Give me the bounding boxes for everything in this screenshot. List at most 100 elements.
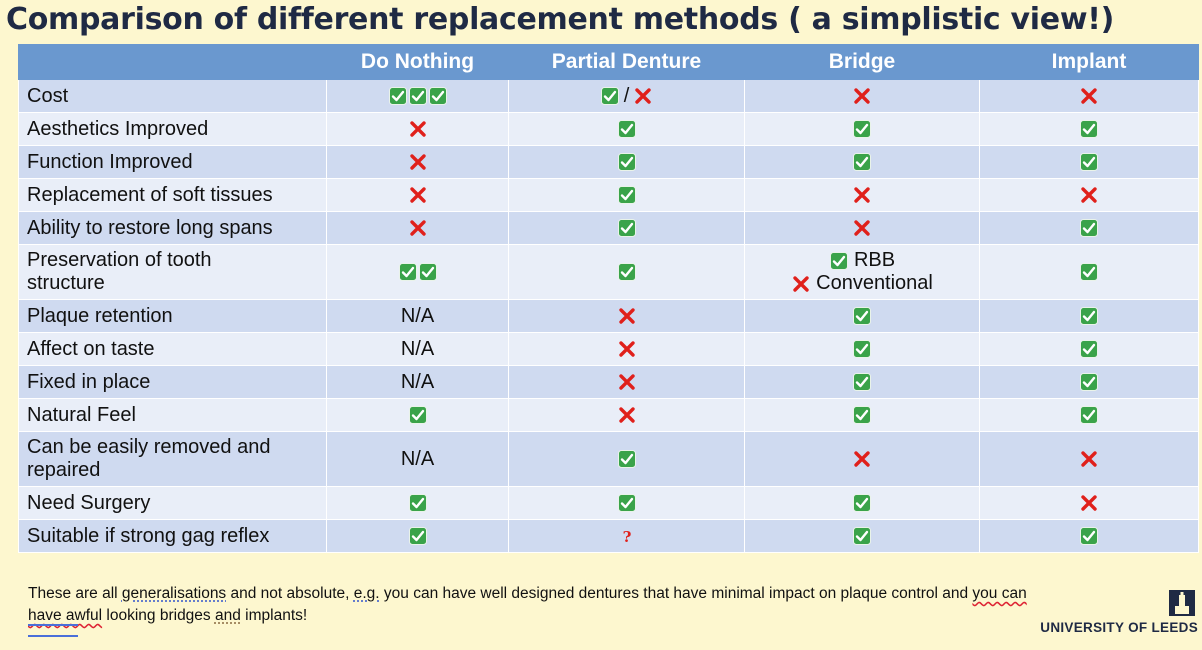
footnote-text: These are all	[28, 585, 122, 602]
table-row: Aesthetics Improved	[18, 112, 1199, 146]
red-x-icon	[1081, 88, 1097, 104]
cell-value	[753, 525, 971, 548]
table-cell	[979, 211, 1199, 245]
cell-value	[988, 448, 1190, 471]
cell-value	[988, 305, 1190, 328]
table-cell	[508, 398, 745, 432]
cell-value	[335, 118, 500, 141]
cell-value	[517, 404, 736, 427]
table-cell	[744, 178, 980, 212]
cell-text: N/A	[400, 304, 435, 327]
cell-value	[988, 404, 1190, 427]
green-check-icon	[617, 153, 636, 172]
table-header-row: Do Nothing Partial Denture Bridge Implan…	[18, 44, 1199, 80]
row-label: Natural Feel	[18, 398, 327, 432]
cell-value	[988, 261, 1190, 284]
table-cell	[326, 211, 509, 245]
green-check-icon	[829, 251, 848, 270]
table-cell	[508, 211, 745, 245]
table-cell	[979, 244, 1199, 300]
cell-text: N/A	[400, 370, 435, 393]
cell-text: N/A	[400, 447, 435, 470]
cell-value	[988, 151, 1190, 174]
table-cell	[979, 431, 1199, 487]
row-label: Fixed in place	[18, 365, 327, 399]
row-label: Plaque retention	[18, 299, 327, 333]
cell-value	[335, 217, 500, 240]
green-check-icon	[853, 494, 871, 513]
table-cell	[979, 519, 1199, 553]
table-cell	[744, 431, 980, 487]
footnote-text: and not absolute,	[226, 585, 354, 602]
red-x-icon	[854, 451, 870, 467]
table-cell	[744, 145, 980, 179]
green-check-icon	[1080, 263, 1098, 282]
green-check-icon	[398, 263, 417, 282]
header-bridge: Bridge	[744, 44, 980, 80]
table-cell	[326, 112, 509, 146]
row-label: Can be easily removed and repaired	[18, 431, 327, 487]
green-check-icon	[1080, 219, 1098, 238]
table-row: Affect on taste N/A	[18, 332, 1199, 366]
cell-value	[517, 305, 736, 328]
green-check-icon	[388, 87, 407, 106]
cell-value	[753, 151, 971, 174]
table-row: Can be easily removed and repaired N/A	[18, 431, 1199, 487]
table-cell	[744, 299, 980, 333]
header-do-nothing: Do Nothing	[326, 44, 509, 80]
table-cell	[979, 112, 1199, 146]
green-check-icon	[1080, 373, 1098, 392]
row-label: Preservation of tooth structure	[18, 244, 327, 300]
table-cell: /	[508, 79, 745, 113]
table-row: Fixed in place N/A	[18, 365, 1199, 399]
cell-value: N/A	[335, 448, 500, 471]
green-check-icon	[853, 406, 871, 425]
cell-value	[335, 184, 500, 207]
table-cell: N/A	[326, 332, 509, 366]
table-row: Natural Feel	[18, 398, 1199, 432]
green-check-icon	[428, 87, 447, 106]
green-check-icon	[1080, 406, 1098, 425]
table-row: Function Improved	[18, 145, 1199, 179]
green-check-icon	[853, 373, 871, 392]
table-cell	[744, 79, 980, 113]
table-row: Cost /	[18, 79, 1199, 113]
table-cell	[744, 332, 980, 366]
green-check-icon	[853, 120, 871, 139]
underline-decoration	[28, 624, 78, 637]
cell-text: N/A	[400, 337, 435, 360]
cell-value	[753, 118, 971, 141]
cell-value	[753, 448, 971, 471]
cell-value	[517, 184, 736, 207]
cell-value: N/A	[335, 371, 500, 394]
green-check-icon	[853, 307, 871, 326]
cell-value	[517, 371, 736, 394]
parkinson-tower-icon	[1169, 590, 1195, 616]
cell-value	[335, 404, 500, 427]
slash-separator: /	[623, 84, 630, 107]
cell-text: RBB	[853, 249, 896, 271]
cell-value	[988, 492, 1190, 515]
row-label: Function Improved	[18, 145, 327, 179]
table-cell	[508, 486, 745, 520]
header-empty	[18, 44, 327, 80]
green-check-icon	[617, 263, 636, 282]
red-x-icon	[1081, 495, 1097, 511]
cell-value	[988, 525, 1190, 548]
row-label: Cost	[18, 79, 327, 113]
cell-value: N/A	[335, 305, 500, 328]
header-implant: Implant	[979, 44, 1199, 80]
table-cell	[326, 519, 509, 553]
table-cell	[326, 145, 509, 179]
cell-value: RBB	[753, 249, 971, 272]
footnote-text: e.g.	[353, 585, 380, 602]
red-x-icon	[409, 121, 426, 137]
green-check-icon	[617, 186, 636, 205]
table-cell	[508, 431, 745, 487]
cell-value: /	[517, 84, 736, 107]
cell-value	[753, 338, 971, 361]
row-label: Suitable if strong gag reflex	[18, 519, 327, 553]
red-x-icon	[1081, 187, 1097, 203]
table-cell	[508, 332, 745, 366]
cell-value	[517, 261, 736, 284]
